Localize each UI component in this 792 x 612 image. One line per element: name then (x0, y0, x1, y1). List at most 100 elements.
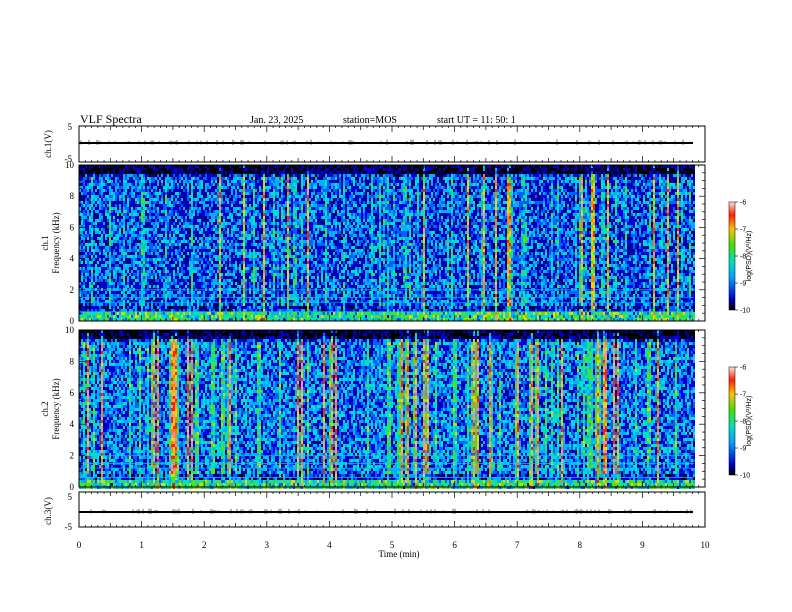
spectrogram-cell (117, 201, 119, 204)
spectrogram-cell (101, 312, 103, 315)
spectrogram-cell (103, 255, 105, 258)
spectrogram-cell (107, 255, 109, 258)
spectrogram-cell (119, 249, 121, 252)
spectrogram-cell (109, 261, 111, 264)
spectrogram-cell (83, 207, 85, 210)
spectrogram-cell (89, 237, 91, 240)
spectrogram-cell (103, 312, 105, 315)
spectrogram-cell (87, 312, 89, 315)
spectrogram-cell (113, 192, 115, 195)
spectrogram-cell (105, 267, 107, 270)
spectrogram-cell (91, 303, 93, 306)
spectrogram-cell (121, 315, 123, 318)
spectrogram-cell (91, 270, 93, 273)
spectrogram-cell (89, 273, 91, 276)
spectrogram-cell (83, 270, 85, 273)
spectrogram-cell (103, 273, 105, 276)
spectrogram-cell (93, 267, 95, 270)
spectrogram-cell (81, 294, 83, 297)
spectrogram-cell (99, 204, 101, 207)
spectrogram-cell (99, 177, 101, 180)
spectrogram-cell (111, 183, 113, 186)
spectrogram-cell (117, 255, 119, 258)
spectrogram-cell (121, 249, 123, 252)
spectrogram-cell (105, 276, 107, 279)
spectrogram-cell (97, 267, 99, 270)
spectrogram-cell (113, 204, 115, 207)
spectrogram-cell (117, 267, 119, 270)
spectrogram-cell (97, 246, 99, 249)
spectrogram-cell (113, 225, 115, 228)
spectrogram-cell (93, 174, 95, 177)
spectrogram-cell (89, 213, 91, 216)
spectrogram-cell (95, 261, 97, 264)
spectrogram-cell (95, 237, 97, 240)
spectrogram-cell (105, 177, 107, 180)
spectrogram-cell (101, 276, 103, 279)
spectrogram-cell (121, 231, 123, 234)
spectrogram-cell (91, 240, 93, 243)
spectrogram-cell (117, 246, 119, 249)
spectrogram-cell (121, 210, 123, 213)
spectrogram-cell (99, 198, 101, 201)
spectrogram-cell (89, 306, 91, 309)
spectrogram-cell (109, 177, 111, 180)
spectrogram-cell (89, 228, 91, 231)
spectrogram-cell (91, 258, 93, 261)
spectrogram-cell (113, 177, 115, 180)
spectrogram-cell (99, 180, 101, 183)
spectrogram-cell (101, 222, 103, 225)
spectrogram-cell (89, 192, 91, 195)
ch1-waveform-ylabel: ch.1(V) (43, 130, 53, 158)
spectrogram-cell (113, 243, 115, 246)
spectrogram-cell (101, 195, 103, 198)
spectrogram-cell (93, 180, 95, 183)
spectrogram-cell (107, 213, 109, 216)
spectrogram-cell (111, 168, 113, 171)
spectrogram-cell (99, 276, 101, 279)
spectrogram-cell (91, 315, 93, 318)
spectrogram-cell (109, 240, 111, 243)
spectrogram-cell (89, 276, 91, 279)
spectrogram-cell (87, 249, 89, 252)
spectrogram-cell (111, 192, 113, 195)
spectrogram-cell (89, 291, 91, 294)
spectrogram-cell (121, 225, 123, 228)
spectrogram-cell (85, 303, 87, 306)
spectrogram-cell (89, 174, 91, 177)
spectrogram-cell (83, 210, 85, 213)
spectrogram-cell (89, 285, 91, 288)
spectrogram-cell (109, 306, 111, 309)
spectrogram-cell (91, 291, 93, 294)
spectrogram-cell (115, 234, 117, 237)
spectrogram-cell (117, 237, 119, 240)
spectrogram-cell (117, 294, 119, 297)
spectrogram-cell (99, 171, 101, 174)
spectrogram-cell (105, 216, 107, 219)
spectrogram-cell (117, 186, 119, 189)
spectrogram-cell (101, 285, 103, 288)
spectrogram-cell (93, 246, 95, 249)
spectrogram-cell (101, 174, 103, 177)
spectrogram-cell (113, 285, 115, 288)
spectrogram-cell (101, 201, 103, 204)
spectrogram-cell (101, 186, 103, 189)
spectrogram-cell (101, 303, 103, 306)
spectrogram-cell (107, 186, 109, 189)
spectrogram-cell (101, 270, 103, 273)
spectrogram-cell (93, 273, 95, 276)
spectrogram-cell (121, 273, 123, 276)
spectrogram-cell (91, 249, 93, 252)
spectrogram-cell (115, 294, 117, 297)
spectrogram-cell (111, 237, 113, 240)
spectrogram-cell (85, 201, 87, 204)
spectrogram-cell (119, 315, 121, 318)
spectrogram-cell (101, 228, 103, 231)
spectrogram-cell (97, 201, 99, 204)
spectrogram-cell (99, 282, 101, 285)
spectrogram-cell (115, 312, 117, 315)
spectrogram-cell (99, 294, 101, 297)
spectrogram-cell (121, 279, 123, 282)
spectrogram-cell (101, 177, 103, 180)
spectrogram-cell (83, 192, 85, 195)
